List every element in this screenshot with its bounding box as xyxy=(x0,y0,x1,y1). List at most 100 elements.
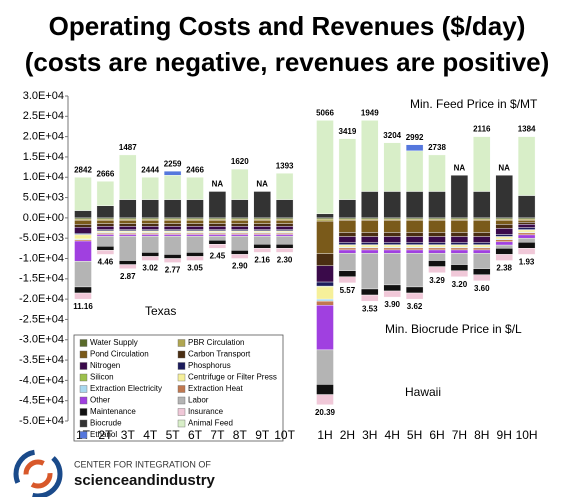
bar-segment xyxy=(317,214,334,218)
bar-segment xyxy=(473,248,490,250)
top-label: 3204 xyxy=(383,131,401,140)
bar-segment xyxy=(119,220,136,223)
annotation: Min. Biocrude Price in $/L xyxy=(385,322,522,336)
legend-swatch xyxy=(178,409,185,416)
bar-segment xyxy=(496,237,513,239)
bar-segment xyxy=(361,220,378,232)
legend-label: Ethanol xyxy=(90,430,117,439)
bar-segment xyxy=(276,236,293,244)
bar-segment xyxy=(429,250,446,253)
legend-label: Silicon xyxy=(90,373,114,382)
bottom-label: 1.93 xyxy=(519,258,535,267)
bar-segment xyxy=(276,226,293,229)
bar-segment xyxy=(119,265,136,269)
annotation: Min. Feed Price in $/MT xyxy=(410,97,538,111)
bar-segment xyxy=(473,243,490,245)
bar-segment xyxy=(339,200,356,218)
bar-segment xyxy=(75,235,92,239)
bar-segment xyxy=(361,191,378,217)
top-label: 2992 xyxy=(406,133,424,142)
bar-segment xyxy=(496,220,513,224)
bar-segment xyxy=(361,243,378,245)
bottom-label: 11.16 xyxy=(73,302,93,311)
legend-swatch xyxy=(178,351,185,358)
bar-segment xyxy=(231,220,248,223)
bar-segment xyxy=(209,236,226,240)
bar-segment xyxy=(339,220,356,232)
legend-swatch xyxy=(80,420,87,427)
bottom-label: 2.16 xyxy=(254,256,270,265)
bar-segment xyxy=(231,236,248,250)
bar-segment xyxy=(406,237,423,243)
bar-segment xyxy=(406,250,423,253)
bottom-label: 2.87 xyxy=(120,272,136,281)
legend-label: PBR Circulation xyxy=(188,338,244,347)
bar-segment xyxy=(209,220,226,223)
bar-segment xyxy=(429,248,446,250)
bar-segment xyxy=(142,226,159,229)
bar-segment xyxy=(75,220,92,224)
bar-segment xyxy=(317,305,334,350)
bar-segment xyxy=(75,224,92,227)
bar-segment xyxy=(384,243,401,245)
y-tick-label: -4.5E+04 xyxy=(19,395,64,407)
bottom-label: 3.29 xyxy=(429,276,445,285)
bar-segment xyxy=(317,395,334,405)
bar-segment xyxy=(473,137,490,192)
bar-segment xyxy=(231,250,248,254)
bar-segment xyxy=(451,265,468,271)
bar-segment xyxy=(317,254,334,266)
bar-segment xyxy=(231,226,248,229)
bar-segment xyxy=(209,244,226,248)
bar-segment xyxy=(75,293,92,299)
bar-segment xyxy=(429,261,446,267)
bar-segment xyxy=(164,235,181,237)
bar-segment xyxy=(317,282,334,286)
bottom-label: 3.53 xyxy=(362,304,378,313)
bar-segment xyxy=(361,120,378,191)
bar-segment xyxy=(187,252,204,256)
bar-segment xyxy=(339,253,356,270)
bar-segment xyxy=(339,139,356,200)
bar-segment xyxy=(406,191,423,217)
bar-segment xyxy=(97,224,114,227)
legend-swatch xyxy=(178,374,185,381)
bar-segment xyxy=(142,177,159,199)
bar-segment xyxy=(231,200,248,218)
bar-segment xyxy=(451,248,468,250)
bar-segment xyxy=(518,220,535,222)
bar-segment xyxy=(361,250,378,253)
bar-segment xyxy=(254,235,271,237)
bar-segment xyxy=(75,241,92,261)
bar-segment xyxy=(518,233,535,235)
bar-segment xyxy=(231,224,248,227)
bar-segment xyxy=(384,233,401,237)
bar-segment xyxy=(429,191,446,217)
bottom-label: 3.62 xyxy=(407,302,423,311)
bar-segment xyxy=(209,235,226,237)
legend-swatch xyxy=(178,363,185,370)
bottom-label: 20.39 xyxy=(315,408,336,417)
bar-segment xyxy=(75,227,92,233)
bar-segment xyxy=(164,254,181,258)
bar-segment xyxy=(339,250,356,253)
bar-segment xyxy=(496,248,513,254)
top-label: 1949 xyxy=(361,108,379,117)
x-tick-label: 4H xyxy=(385,428,400,442)
bar-segment xyxy=(451,233,468,237)
x-tick-label: 10T xyxy=(274,428,295,442)
bar-segment xyxy=(339,237,356,243)
legend-label: Biocrude xyxy=(90,419,122,428)
bar-segment xyxy=(518,238,535,242)
bar-segment xyxy=(317,384,334,394)
bar-segment xyxy=(406,293,423,299)
y-tick-label: -5.0E+04 xyxy=(19,415,64,427)
bar-segment xyxy=(209,224,226,227)
bar-segment xyxy=(429,237,446,243)
bar-segment xyxy=(231,235,248,237)
bar-segment xyxy=(276,220,293,223)
y-tick-label: -1.0E+04 xyxy=(19,252,64,264)
bar-segment xyxy=(209,240,226,244)
top-label: 1620 xyxy=(231,157,249,166)
legend-swatch xyxy=(80,363,87,370)
